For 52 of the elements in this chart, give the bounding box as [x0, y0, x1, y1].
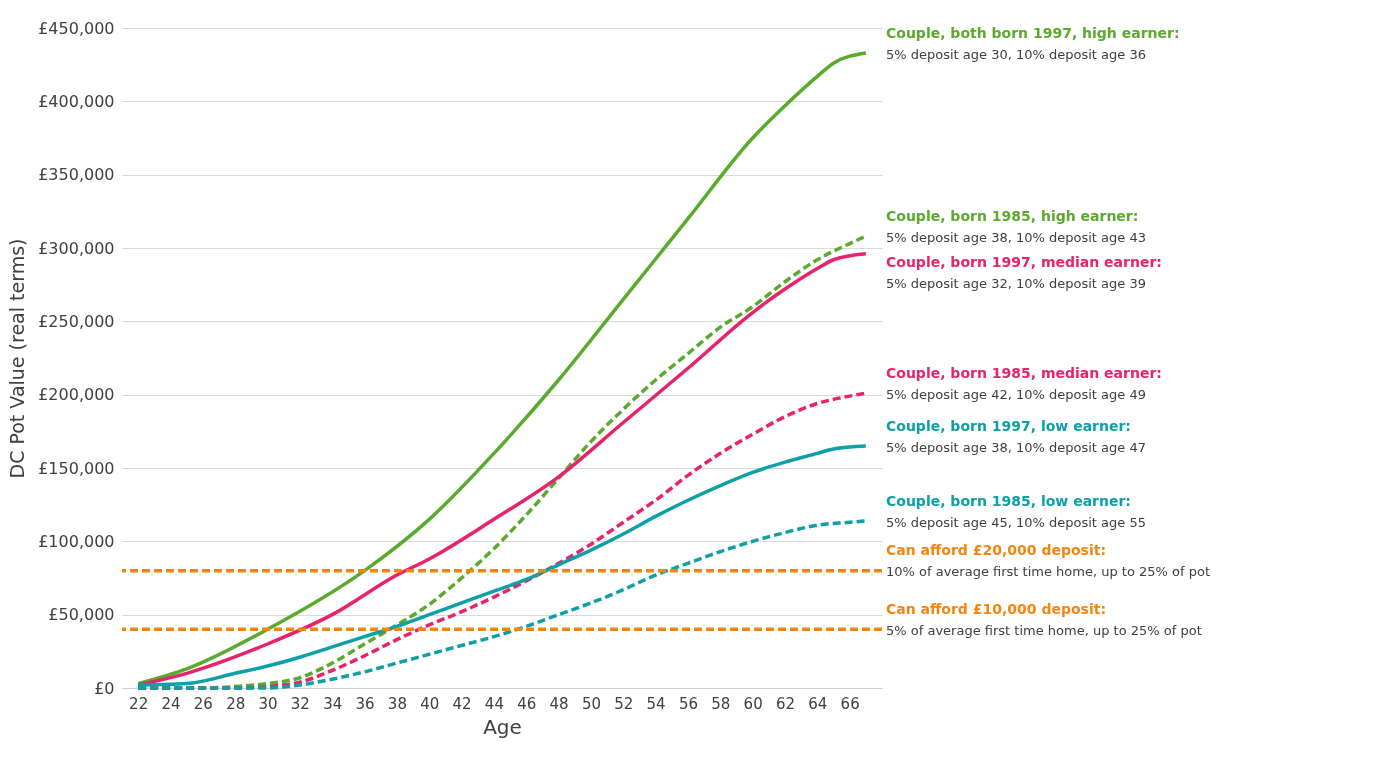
series-label: Couple, born 1985, median earner: — [886, 365, 1162, 381]
x-tick-label: 64 — [808, 694, 828, 713]
ref-line-label: Can afford £10,000 deposit: — [886, 601, 1106, 618]
x-tick-label: 42 — [452, 694, 472, 713]
y-tick-label: £0 — [94, 678, 115, 698]
y-tick-label: £100,000 — [38, 531, 115, 551]
x-tick-label: 22 — [129, 694, 149, 713]
x-tick-label: 34 — [323, 694, 343, 713]
x-tick-label: 26 — [193, 694, 213, 713]
text: 5% deposit age 42, 10% deposit age 49 — [886, 387, 1146, 402]
x-tick-label: 36 — [355, 694, 375, 713]
x-tick-label: 40 — [420, 694, 440, 713]
line-series — [136, 51, 868, 686]
x-tick-label: 44 — [484, 694, 504, 713]
x-tick-label: 54 — [646, 694, 666, 713]
y-tick-label: £400,000 — [38, 91, 115, 111]
y-tick-label: £200,000 — [38, 385, 115, 405]
y-tick-label: £300,000 — [38, 238, 115, 258]
x-tick-label: 60 — [743, 694, 763, 713]
text: 5% deposit age 32, 10% deposit age 39 — [886, 276, 1146, 292]
text: 5% deposit age 45, 10% deposit age 55 — [886, 514, 1146, 530]
x-tick-label: 24 — [161, 694, 181, 713]
text: 5% of average first time home, up to 25% of pot — [886, 623, 1202, 639]
y-tick-label: £350,000 — [38, 165, 115, 185]
y-axis-title: DC Pot Value (real terms) — [6, 238, 29, 479]
text: 10% of average first time home, up to 25% of pot — [886, 564, 1210, 580]
text: 5% deposit age 30, 10% deposit age 36 — [886, 46, 1146, 62]
series-label: Couple, born 1985, high earner: — [886, 208, 1139, 225]
series-label: Couple, born 1985, low earner: — [886, 492, 1131, 509]
y-tick-label: £50,000 — [48, 605, 115, 625]
x-tick-label: 66 — [840, 694, 860, 713]
text: 5% deposit age 38, 10% deposit age 47 — [886, 439, 1146, 455]
x-tick-label: 48 — [549, 694, 569, 713]
series-label: Couple, both born 1997, high earner: — [886, 24, 1180, 41]
x-axis-title: Age — [483, 714, 522, 739]
text: 5% deposit age 38, 10% deposit age 43 — [886, 230, 1146, 246]
x-tick-label: 46 — [517, 694, 537, 713]
ref-line-label: Can afford £20,000 deposit: — [886, 542, 1106, 559]
y-tick-label: £250,000 — [38, 311, 115, 331]
x-tick-label: 52 — [614, 694, 634, 713]
x-tick-label: 50 — [581, 694, 601, 713]
x-tick-label: 30 — [258, 694, 278, 713]
series-label: Couple, born 1997, median earner: — [886, 254, 1162, 271]
x-tick-label: 38 — [387, 694, 407, 713]
x-tick-label: 32 — [290, 694, 310, 713]
y-tick-label: £450,000 — [38, 18, 115, 38]
x-tick-label: 62 — [775, 694, 796, 713]
x-tick-label: 28 — [226, 694, 246, 713]
x-tick-label: 58 — [711, 694, 731, 713]
y-tick-label: £150,000 — [38, 458, 115, 478]
series-label: Couple, born 1997, low earner: — [886, 417, 1131, 434]
x-tick-label: 56 — [678, 694, 698, 713]
